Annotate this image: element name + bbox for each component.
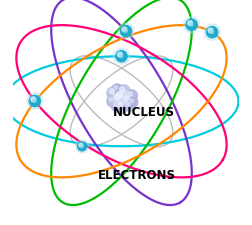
Circle shape xyxy=(211,31,213,34)
Circle shape xyxy=(120,25,132,37)
Circle shape xyxy=(190,23,193,26)
Circle shape xyxy=(113,48,130,64)
Circle shape xyxy=(78,142,87,151)
Circle shape xyxy=(31,97,36,102)
Circle shape xyxy=(114,89,129,104)
Circle shape xyxy=(27,93,43,109)
Circle shape xyxy=(126,90,138,101)
Circle shape xyxy=(128,92,132,96)
Circle shape xyxy=(115,101,128,113)
Circle shape xyxy=(117,92,122,97)
Circle shape xyxy=(29,95,41,107)
Circle shape xyxy=(188,21,193,25)
Circle shape xyxy=(112,84,122,94)
Text: NUCLEUS: NUCLEUS xyxy=(113,106,175,119)
Circle shape xyxy=(34,99,36,102)
Circle shape xyxy=(76,140,89,153)
Circle shape xyxy=(120,87,124,92)
Circle shape xyxy=(107,96,118,107)
Circle shape xyxy=(114,86,118,89)
Circle shape xyxy=(183,17,200,33)
Circle shape xyxy=(109,97,113,102)
Circle shape xyxy=(120,55,123,58)
Circle shape xyxy=(118,23,134,39)
Circle shape xyxy=(122,27,127,32)
Circle shape xyxy=(107,87,120,100)
Circle shape xyxy=(79,143,83,147)
Circle shape xyxy=(208,28,213,33)
Circle shape xyxy=(113,102,118,106)
Circle shape xyxy=(124,100,135,111)
Circle shape xyxy=(117,103,122,107)
Text: ELECTRONS: ELECTRONS xyxy=(98,169,176,182)
Circle shape xyxy=(109,89,114,94)
Circle shape xyxy=(124,30,128,32)
Circle shape xyxy=(122,94,135,106)
Circle shape xyxy=(186,19,197,30)
Circle shape xyxy=(81,145,83,148)
Circle shape xyxy=(204,24,220,40)
Circle shape xyxy=(124,96,129,101)
Circle shape xyxy=(117,85,130,97)
Circle shape xyxy=(118,52,122,57)
Circle shape xyxy=(130,99,133,103)
Circle shape xyxy=(115,94,120,100)
Circle shape xyxy=(116,51,127,62)
Circle shape xyxy=(126,102,130,106)
Circle shape xyxy=(128,97,138,107)
Circle shape xyxy=(206,27,218,38)
Circle shape xyxy=(111,100,123,112)
Circle shape xyxy=(112,92,127,106)
